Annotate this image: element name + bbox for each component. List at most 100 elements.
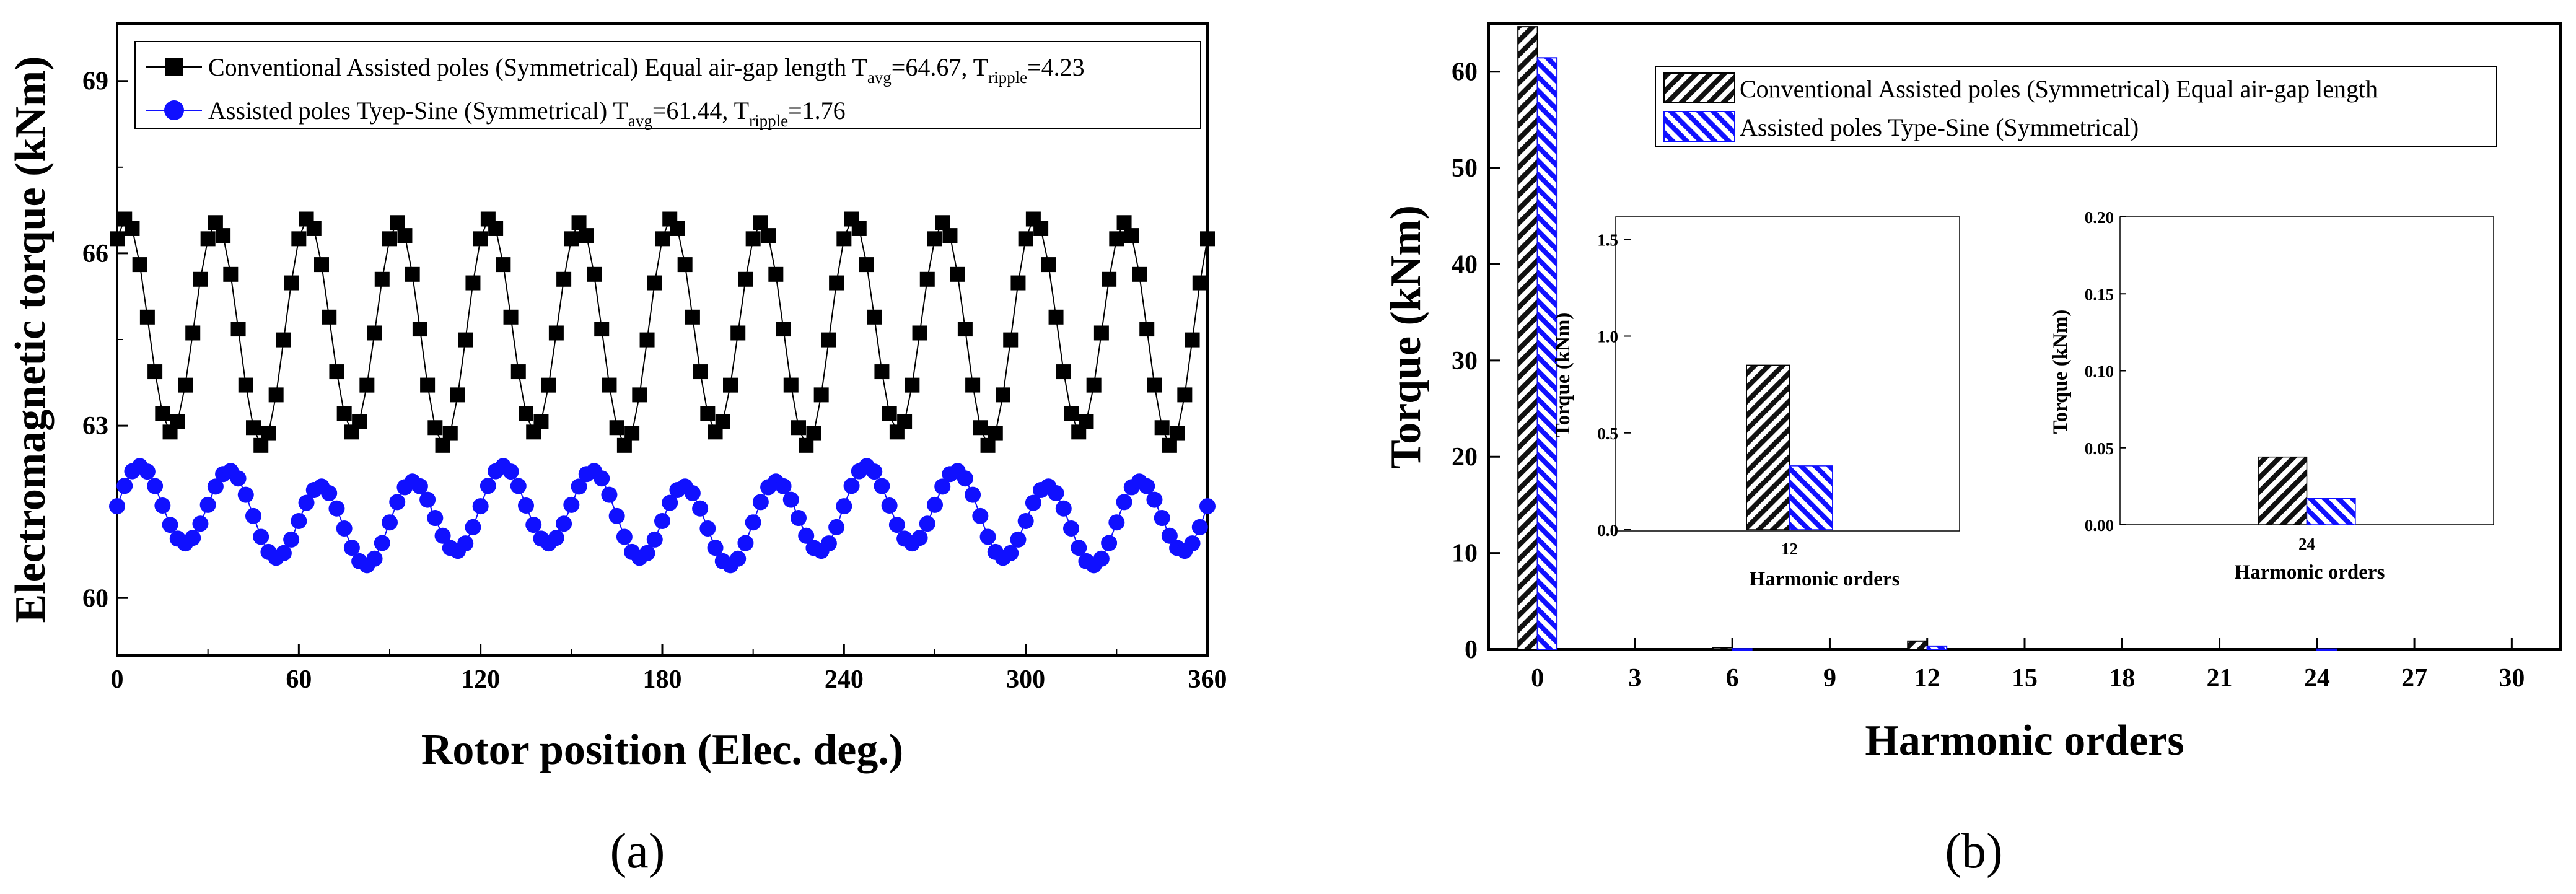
x-tick-label: 3: [1628, 664, 1641, 693]
data-point-circle: [707, 540, 724, 556]
data-point-square: [132, 257, 147, 273]
data-point-square: [761, 228, 776, 243]
data-point-circle: [601, 486, 618, 503]
data-point-square: [216, 228, 231, 243]
data-point-circle: [434, 527, 451, 544]
data-point-square: [571, 215, 587, 230]
legend-label-conventional: Conventional Assisted poles (Symmetrical…: [208, 53, 1085, 87]
data-point-square: [268, 387, 284, 403]
y-tick-label: 10: [1452, 540, 1478, 568]
panel-a-series: [109, 211, 1216, 574]
data-point-circle: [237, 486, 254, 503]
data-point-square: [905, 377, 920, 393]
data-point-square: [609, 420, 624, 436]
data-point-circle: [389, 494, 406, 511]
data-point-square: [200, 231, 216, 247]
inset-24-x-title: Harmonic orders: [2235, 561, 2385, 584]
data-point-square: [965, 377, 981, 393]
x-tick-label: 27: [2401, 664, 2427, 693]
data-point-circle: [919, 515, 935, 532]
data-point-circle: [502, 463, 519, 480]
data-point-circle: [1116, 494, 1132, 511]
data-point-circle: [911, 530, 928, 546]
panel-a-legend: Conventional Assisted poles (Symmetrical…: [134, 41, 1201, 130]
y-tick-label: 60: [82, 584, 108, 613]
data-point-circle: [775, 478, 792, 494]
data-point-square: [829, 275, 844, 291]
data-point-square: [587, 266, 602, 282]
data-point-circle: [374, 535, 390, 551]
data-point-square: [776, 322, 791, 337]
data-point-circle: [798, 527, 815, 544]
inset-y-tick-label: 1.0: [1597, 328, 1618, 346]
data-point-square: [208, 215, 223, 230]
data-point-square: [996, 387, 1010, 403]
data-point-square: [1170, 426, 1185, 441]
data-point-square: [670, 221, 685, 236]
data-point-square: [230, 322, 246, 337]
data-point-circle: [291, 512, 307, 529]
data-point-square: [745, 231, 761, 247]
data-point-square: [1033, 221, 1049, 236]
data-point-circle: [957, 470, 973, 487]
data-point-circle: [419, 491, 436, 508]
data-point-circle: [427, 510, 444, 527]
data-point-circle: [1146, 491, 1163, 508]
y-tick-label: 63: [82, 412, 108, 440]
data-point-square: [139, 309, 155, 325]
data-point-circle: [934, 478, 951, 495]
data-point-square: [715, 414, 730, 429]
x-tick-label: 300: [1006, 665, 1045, 694]
data-point-square: [556, 271, 572, 287]
data-point-circle: [616, 528, 633, 545]
data-point-square: [768, 266, 784, 282]
data-point-square: [510, 364, 526, 380]
data-point-circle: [510, 478, 527, 494]
data-point-square: [1093, 325, 1109, 341]
data-point-square: [1109, 231, 1124, 247]
data-point-square: [473, 231, 488, 247]
data-point-circle: [654, 512, 670, 529]
data-point-square: [284, 275, 299, 291]
data-point-square: [291, 231, 307, 247]
data-point-square: [564, 231, 579, 247]
data-point-square: [519, 406, 533, 421]
inset-24-content: 0.00 0.05 0.10 0.15 0.20 24: [2085, 208, 2356, 553]
data-point-square: [382, 231, 397, 247]
data-point-square: [1048, 309, 1064, 325]
data-point-square: [1154, 420, 1170, 436]
data-point-circle: [1093, 550, 1110, 567]
data-point-square: [458, 332, 473, 348]
data-point-square: [927, 231, 942, 247]
data-point-square: [783, 377, 799, 393]
inset-y-tick-label: 0.20: [2085, 208, 2114, 227]
data-point-circle: [881, 497, 898, 514]
data-point-circle: [730, 550, 747, 567]
panel-b-legend: Conventional Assisted poles (Symmetrical…: [1655, 66, 2497, 147]
data-point-square: [223, 266, 239, 282]
x-tick-label: 30: [2499, 664, 2525, 693]
x-tick-label: 0: [111, 665, 124, 694]
y-tick-label: 30: [1452, 347, 1478, 375]
data-point-square: [1185, 332, 1200, 348]
panel-a-legend-box: [134, 41, 1201, 129]
data-point-circle: [836, 498, 852, 515]
data-point-square: [897, 414, 913, 429]
data-point-circle: [563, 496, 580, 513]
data-point-circle: [843, 478, 860, 494]
bar-sine-h6: [1732, 648, 1753, 651]
data-point-square: [655, 231, 670, 247]
data-point-circle: [1161, 527, 1178, 544]
panel-b-bars: [1517, 26, 2337, 651]
data-point-circle: [828, 519, 845, 535]
data-point-square: [813, 387, 829, 403]
data-point-circle: [525, 517, 542, 533]
data-point-circle: [336, 520, 353, 537]
data-point-circle: [328, 500, 345, 517]
data-point-circle: [820, 535, 837, 552]
legend-swatch-sine: [1663, 111, 1735, 142]
y-tick-label: 50: [1452, 154, 1478, 183]
x-tick-label: 0: [1531, 664, 1544, 693]
data-point-circle: [199, 496, 216, 513]
data-point-square: [882, 406, 897, 421]
